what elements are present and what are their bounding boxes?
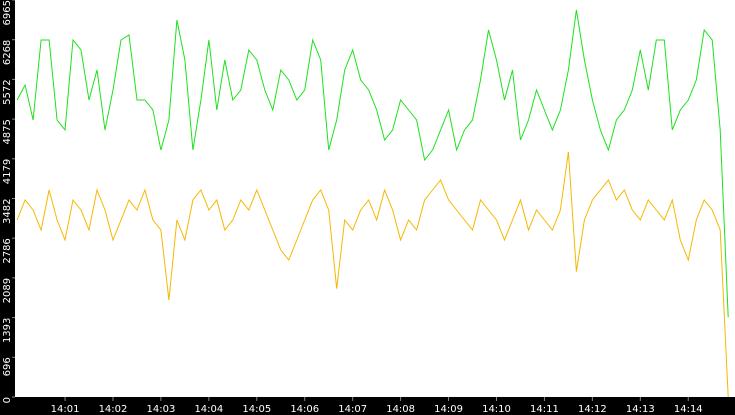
plot-area — [15, 0, 735, 397]
x-tick-label: 14:03 — [147, 404, 176, 415]
y-tick-label: 0 — [2, 397, 13, 403]
y-tick-label: 6965 — [2, 0, 13, 25]
x-tick-label: 14:01 — [51, 404, 80, 415]
x-tick-label: 14:04 — [194, 404, 223, 415]
x-tick-label: 14:11 — [530, 404, 559, 415]
y-tick-label: 3482 — [2, 199, 13, 224]
y-tick-label: 6268 — [2, 40, 13, 65]
x-tick-label: 14:10 — [482, 404, 511, 415]
x-tick-label: 14:09 — [434, 404, 463, 415]
x-tick-label: 14:02 — [99, 404, 128, 415]
y-tick-label: 5572 — [2, 79, 13, 104]
y-tick-label: 2089 — [2, 278, 13, 303]
x-tick-label: 14:07 — [338, 404, 367, 415]
y-tick-label: 1393 — [2, 318, 13, 343]
series-line — [16, 151, 729, 398]
y-tick-label: 4875 — [2, 119, 13, 144]
x-tick-label: 14:12 — [578, 404, 607, 415]
x-tick-label: 14:13 — [626, 404, 655, 415]
x-tick-label: 14:14 — [674, 404, 703, 415]
y-tick-label: 4179 — [2, 159, 13, 184]
x-tick-label: 14:06 — [290, 404, 319, 415]
series-line — [16, 9, 729, 318]
x-tick-label: 14:08 — [386, 404, 415, 415]
x-tick-label: 14:05 — [242, 404, 271, 415]
y-tick-label: 2786 — [2, 238, 13, 263]
y-tick-label: 696 — [2, 357, 13, 376]
